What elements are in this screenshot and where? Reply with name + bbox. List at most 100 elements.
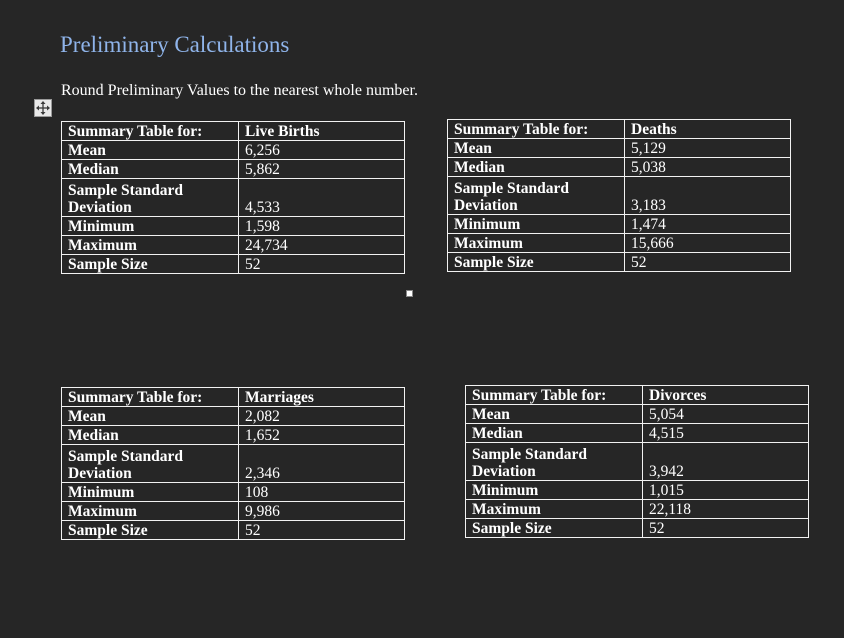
median-label[interactable]: Median [447, 157, 625, 177]
instruction-text: Round Preliminary Values to the nearest … [61, 82, 418, 99]
maximum-value[interactable]: 22,118 [642, 499, 809, 519]
summary-table-live-births: Summary Table for: Live Births Mean 6,25… [61, 121, 405, 274]
table-row: Minimum 1,474 [447, 214, 791, 234]
sd-label-line1: Sample Standard [68, 182, 183, 199]
sd-label-line2: Deviation [68, 465, 132, 482]
sample-size-value[interactable]: 52 [238, 254, 405, 274]
mean-label[interactable]: Mean [61, 406, 239, 426]
minimum-label[interactable]: Minimum [447, 214, 625, 234]
median-value[interactable]: 1,652 [238, 425, 405, 445]
sd-label-line2: Deviation [68, 199, 132, 216]
sd-label-line1: Sample Standard [454, 180, 569, 197]
sample-size-value[interactable]: 52 [642, 518, 809, 538]
table-title[interactable]: Divorces [642, 385, 809, 405]
table-row: Minimum 1,598 [61, 216, 405, 236]
sample-size-label[interactable]: Sample Size [465, 518, 643, 538]
maximum-value[interactable]: 15,666 [624, 233, 791, 253]
table-row: Sample Standard Deviation 2,346 [61, 444, 405, 483]
table-row: Sample Standard Deviation 3,183 [447, 176, 791, 215]
table-row: Mean 6,256 [61, 140, 405, 160]
minimum-value[interactable]: 1,474 [624, 214, 791, 234]
sd-value[interactable]: 2,346 [238, 444, 405, 483]
table-row: Maximum 15,666 [447, 233, 791, 253]
median-label[interactable]: Median [465, 423, 643, 443]
table-row: Maximum 24,734 [61, 235, 405, 255]
table-row: Minimum 1,015 [465, 480, 809, 500]
sd-label[interactable]: Sample Standard Deviation [465, 442, 643, 481]
sd-value[interactable]: 3,183 [624, 176, 791, 215]
minimum-value[interactable]: 108 [238, 482, 405, 502]
sample-size-label[interactable]: Sample Size [61, 254, 239, 274]
mean-value[interactable]: 2,082 [238, 406, 405, 426]
resize-handle-icon[interactable] [406, 290, 413, 297]
table-row: Sample Standard Deviation 4,533 [61, 178, 405, 217]
sample-size-label[interactable]: Sample Size [447, 252, 625, 272]
sd-label-line1: Sample Standard [68, 448, 183, 465]
sd-label[interactable]: Sample Standard Deviation [61, 178, 239, 217]
sd-label-line2: Deviation [454, 197, 518, 214]
table-row: Sample Size 52 [61, 254, 405, 274]
page-heading: Preliminary Calculations [60, 32, 290, 57]
mean-label[interactable]: Mean [61, 140, 239, 160]
sd-label-line1: Sample Standard [472, 446, 587, 463]
minimum-label[interactable]: Minimum [465, 480, 643, 500]
table-row: Minimum 108 [61, 482, 405, 502]
mean-label[interactable]: Mean [465, 404, 643, 424]
header-label[interactable]: Summary Table for: [465, 385, 643, 405]
sd-value[interactable]: 3,942 [642, 442, 809, 481]
table-title[interactable]: Marriages [238, 387, 405, 407]
minimum-value[interactable]: 1,598 [238, 216, 405, 236]
median-value[interactable]: 5,862 [238, 159, 405, 179]
header-label[interactable]: Summary Table for: [61, 387, 239, 407]
maximum-value[interactable]: 9,986 [238, 501, 405, 521]
table-row: Sample Size 52 [61, 520, 405, 540]
table-row: Summary Table for: Divorces [465, 385, 809, 405]
mean-value[interactable]: 5,054 [642, 404, 809, 424]
mean-value[interactable]: 6,256 [238, 140, 405, 160]
maximum-value[interactable]: 24,734 [238, 235, 405, 255]
table-row: Median 5,038 [447, 157, 791, 177]
median-value[interactable]: 5,038 [624, 157, 791, 177]
sample-size-value[interactable]: 52 [624, 252, 791, 272]
table-row: Maximum 22,118 [465, 499, 809, 519]
table-title[interactable]: Deaths [624, 119, 791, 139]
table-row: Median 1,652 [61, 425, 405, 445]
table-row: Mean 5,054 [465, 404, 809, 424]
median-label[interactable]: Median [61, 425, 239, 445]
table-row: Median 4,515 [465, 423, 809, 443]
median-label[interactable]: Median [61, 159, 239, 179]
table-row: Summary Table for: Live Births [61, 121, 405, 141]
sd-label[interactable]: Sample Standard Deviation [447, 176, 625, 215]
sd-label-line2: Deviation [472, 463, 536, 480]
maximum-label[interactable]: Maximum [61, 501, 239, 521]
sample-size-value[interactable]: 52 [238, 520, 405, 540]
minimum-value[interactable]: 1,015 [642, 480, 809, 500]
maximum-label[interactable]: Maximum [61, 235, 239, 255]
table-row: Median 5,862 [61, 159, 405, 179]
table-row: Mean 2,082 [61, 406, 405, 426]
table-row: Summary Table for: Deaths [447, 119, 791, 139]
header-label[interactable]: Summary Table for: [447, 119, 625, 139]
sd-value[interactable]: 4,533 [238, 178, 405, 217]
summary-table-marriages: Summary Table for: Marriages Mean 2,082 … [61, 387, 405, 540]
table-row: Sample Size 52 [465, 518, 809, 538]
table-row: Sample Standard Deviation 3,942 [465, 442, 809, 481]
maximum-label[interactable]: Maximum [465, 499, 643, 519]
summary-table-deaths: Summary Table for: Deaths Mean 5,129 Med… [447, 119, 791, 272]
summary-table-divorces: Summary Table for: Divorces Mean 5,054 M… [465, 385, 809, 538]
table-row: Summary Table for: Marriages [61, 387, 405, 407]
sd-label[interactable]: Sample Standard Deviation [61, 444, 239, 483]
header-label[interactable]: Summary Table for: [61, 121, 239, 141]
mean-value[interactable]: 5,129 [624, 138, 791, 158]
mean-label[interactable]: Mean [447, 138, 625, 158]
minimum-label[interactable]: Minimum [61, 482, 239, 502]
table-title[interactable]: Live Births [238, 121, 405, 141]
sample-size-label[interactable]: Sample Size [61, 520, 239, 540]
minimum-label[interactable]: Minimum [61, 216, 239, 236]
table-row: Sample Size 52 [447, 252, 791, 272]
move-arrows-icon[interactable] [34, 99, 52, 117]
maximum-label[interactable]: Maximum [447, 233, 625, 253]
table-row: Maximum 9,986 [61, 501, 405, 521]
table-row: Mean 5,129 [447, 138, 791, 158]
median-value[interactable]: 4,515 [642, 423, 809, 443]
